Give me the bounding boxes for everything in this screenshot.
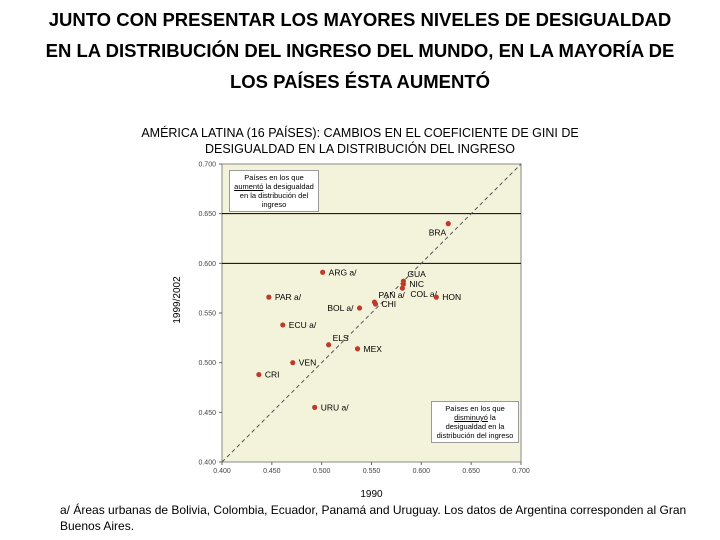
title-line-1: JUNTO CON PRESENTAR LOS MAYORES NIVELES … [48,9,672,30]
point-label-gua: GUA [407,269,426,279]
axis-ticks: 0.400 0.450 0.500 0.550 0.600 0.650 0.700 0.400… [198,162,529,476]
equality-diagonal-line [221,163,522,463]
increase-box-key: aumentó [234,182,264,191]
point-mex [354,346,361,352]
increase-annotation-box: Países en los que aumentó la desigualdad… [229,170,319,212]
subtitle-line-1: AMÉRICA LATINA (16 PAÍSES): CAMBIOS EN E… [141,126,579,140]
title-line-2: EN LA DISTRIBUCIÓN DEL INGRESO DEL MUNDO… [45,40,675,61]
point-label-ecua: ECU a/ [289,320,317,330]
decrease-box-pre: Países en los que [445,404,505,413]
point-arga [320,269,326,275]
x-tick-label-1: 0.450 [263,468,281,475]
point-els [326,342,332,348]
point-para [266,294,272,300]
point-chi [372,301,379,307]
point-label-chi: CHI [381,299,396,309]
y-tick-label-4: 0.600 [198,261,216,268]
footnote: a/ Áreas urbanas de Bolivia, Colombia, E… [60,503,687,533]
point-label-pana: PAN a/ [378,290,405,300]
point-hon [433,294,439,300]
point-label-mex: MEX [364,344,383,354]
y-tick-label-2: 0.500 [198,360,216,367]
point-bola [356,305,363,311]
x-tick-label-0: 0.400 [213,468,231,475]
y-tick-label-1: 0.450 [198,410,216,417]
point-label-para: PAR a/ [275,292,302,302]
point-nic [400,281,406,287]
x-tick-label-6: 0.700 [512,468,530,475]
point-urua [312,404,318,410]
decrease-annotation-box: Países en los que disminuyó la desiguald… [431,401,519,443]
title-line-3: LOS PAÍSES ÉSTA AUMENTÓ [229,71,491,92]
point-label-nic: NIC [409,279,424,289]
x-tick-label-4: 0.600 [413,468,431,475]
x-tick-label-3: 0.550 [363,468,381,475]
increase-box-pre: Países en los que [244,173,304,182]
point-cola [399,285,405,291]
x-tick-label-5: 0.650 [462,468,480,475]
decrease-box-key: disminuyó [454,413,488,422]
point-label-ven: VEN [299,358,316,368]
point-label-cri: CRI [265,370,280,380]
page-title: JUNTO CON PRESENTAR LOS MAYORES NIVELES … [0,4,720,97]
point-label-urua: URU a/ [321,402,350,412]
point-label-hon: HON [442,292,461,302]
point-label-bola: BOL a/ [327,303,354,313]
y-tick-label-6: 0.700 [198,162,216,169]
y-axis-label: 1999/2002 [172,276,183,324]
point-label-bra: BRA [429,228,447,238]
point-label-arga: ARG a/ [329,267,358,277]
point-ven [290,360,296,366]
chart-subtitle: AMÉRICA LATINA (16 PAÍSES): CAMBIOS EN E… [60,125,660,157]
x-axis-label: 1990 [360,489,383,500]
subtitle-line-2: DESIGUALDAD EN LA DISTRIBUCIÓN DEL INGRE… [204,142,516,156]
point-label-cola: COL a/ [410,289,437,299]
point-ecua [280,322,286,328]
y-tick-label-3: 0.550 [198,311,216,318]
increase-box-post: la desigualdad en la distribución del in… [239,182,314,209]
y-tick-label-0: 0.400 [198,460,216,467]
point-bra [445,221,451,227]
x-tick-label-2: 0.500 [313,468,331,475]
y-tick-label-5: 0.650 [198,211,216,218]
decrease-box-post: la desigualdad en la distribución del in… [436,413,514,440]
point-label-els: ELS [333,333,349,343]
gini-scatter-chart: 0.400 0.450 0.500 0.550 0.600 0.650 0.700 0.400… [172,162,530,501]
point-cri [256,371,262,378]
